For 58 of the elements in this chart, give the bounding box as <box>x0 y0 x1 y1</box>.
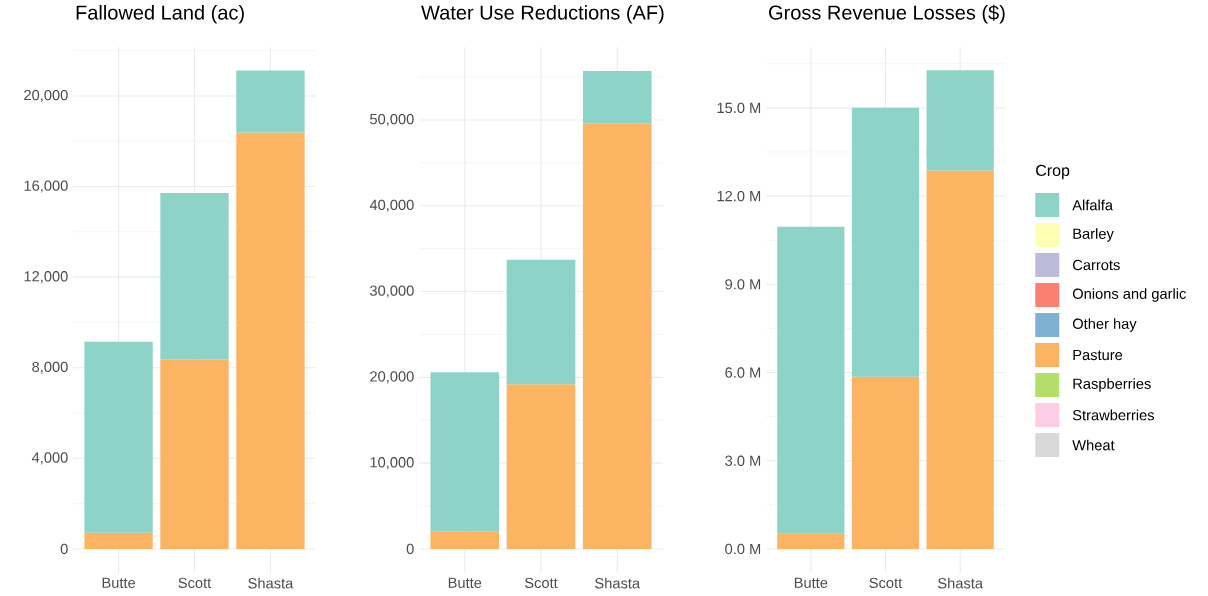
y-tick-label: 0 <box>60 543 68 555</box>
chart-title: Water Use Reductions (AF) <box>421 4 664 24</box>
chart-title: Gross Revenue Losses ($) <box>769 4 1005 24</box>
bar <box>926 170 994 549</box>
y-tick-label: 50,000 <box>370 113 414 126</box>
legend-label: Alfalfa <box>1072 199 1114 211</box>
y-tick-label: 20,000 <box>370 371 414 384</box>
bar <box>430 531 500 549</box>
x-tick-label: Scott <box>524 577 558 589</box>
x-tick-label: Shasta <box>938 577 984 589</box>
bar <box>582 123 652 549</box>
y-tick-label: 15.0 M <box>717 102 761 114</box>
chart-title: Fallowed Land (ac) <box>76 4 244 24</box>
bar <box>506 384 576 549</box>
x-tick-label: Shasta <box>248 577 294 589</box>
legend-label: Barley <box>1073 228 1114 242</box>
bar <box>851 107 920 377</box>
bar <box>851 376 920 549</box>
y-tick-label: 12.0 M <box>717 190 761 202</box>
bar <box>926 70 994 171</box>
bar <box>160 359 229 549</box>
x-tick-label: Scott <box>869 577 903 589</box>
y-tick-label: 8,000 <box>32 361 68 374</box>
y-tick-label: 30,000 <box>370 285 414 298</box>
legend-label: Onions and garlic <box>1072 288 1186 302</box>
y-tick-label: 3.0 M <box>725 455 761 466</box>
y-tick-label: 0.0 M <box>725 543 761 555</box>
legend-title: Crop <box>1036 164 1070 180</box>
bar <box>236 70 305 133</box>
bar <box>506 259 576 385</box>
y-tick-label: 9.0 M <box>725 279 761 290</box>
x-tick-label: Butte <box>794 577 828 588</box>
y-tick-label: 20,000 <box>24 89 68 102</box>
bar <box>430 372 500 532</box>
bar <box>236 132 305 549</box>
x-tick-label: Butte <box>448 577 482 588</box>
x-tick-label: Scott <box>178 577 212 589</box>
x-tick-label: Butte <box>102 577 136 588</box>
y-tick-label: 40,000 <box>369 199 414 212</box>
legend-label: Pasture <box>1073 349 1123 361</box>
bar <box>582 71 652 124</box>
y-tick-label: 16,000 <box>24 180 68 193</box>
bar <box>84 341 153 533</box>
bar <box>777 226 845 534</box>
y-tick-label: 4,000 <box>31 452 68 465</box>
legend-label: Wheat <box>1072 439 1115 451</box>
bar <box>777 533 845 549</box>
x-tick-label: Shasta <box>595 577 641 589</box>
y-tick-label: 10,000 <box>370 457 414 470</box>
bar <box>160 192 229 360</box>
legend-label: Strawberries <box>1072 409 1155 421</box>
bar <box>84 532 153 549</box>
y-tick-label: 6.0 M <box>725 367 761 378</box>
legend-label: Carrots <box>1073 259 1120 271</box>
y-tick-label: 12,000 <box>24 271 68 284</box>
legend-label: Other hay <box>1072 318 1137 332</box>
legend-label: Raspberries <box>1073 378 1151 392</box>
y-tick-label: 0 <box>406 543 414 555</box>
